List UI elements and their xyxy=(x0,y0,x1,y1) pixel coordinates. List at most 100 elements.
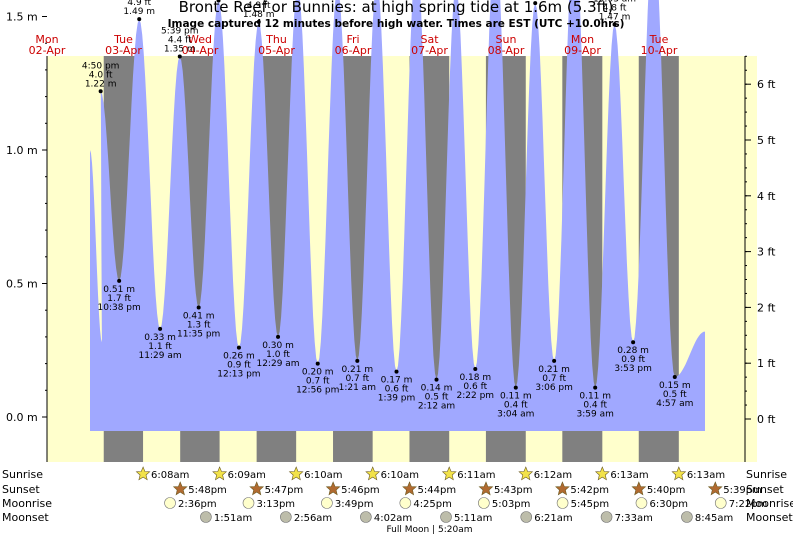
low-m-label: 0.11 m xyxy=(500,392,532,402)
sunset-time: 5:46pm xyxy=(341,485,380,496)
sunrise-time: 6:09am xyxy=(228,470,266,481)
moonrise-time: 5:03pm xyxy=(492,499,531,510)
low-m-label: 0.26 m xyxy=(223,352,255,362)
day-name-label: Tue xyxy=(649,33,669,46)
day-name-label: Fri xyxy=(346,33,359,46)
high-m-label: 1.55 m xyxy=(519,0,551,1)
sunrise-time: 6:11am xyxy=(457,470,495,481)
tide-point xyxy=(394,369,399,374)
tide-point xyxy=(177,54,182,59)
tide-point xyxy=(631,340,636,345)
low-m-label: 0.18 m xyxy=(459,373,491,383)
low-m-label: 0.21 m xyxy=(341,365,373,375)
sunrise-icon xyxy=(288,466,304,481)
high-time-label: 10:03 am xyxy=(593,0,636,5)
low-ft-label: 0.7 ft xyxy=(542,374,566,384)
day-date-label: 08-Apr xyxy=(488,44,525,57)
day-date-label: 02-Apr xyxy=(29,44,66,57)
y-tick-label-ft: 6 ft xyxy=(757,78,776,91)
tide-point xyxy=(196,305,201,310)
moonset-time: 7:33am xyxy=(615,513,653,524)
moonset-icon xyxy=(600,511,613,523)
day-name-label: Tue xyxy=(113,33,133,46)
low-time-label: 3:04 am xyxy=(497,410,534,420)
moonset-time: 1:51am xyxy=(214,513,252,524)
low-time-label: 12:29 am xyxy=(256,359,299,369)
day-date-label: 06-Apr xyxy=(335,44,372,57)
high-ft-label: 4.4 ft xyxy=(168,36,192,46)
sunset-time: 5:40pm xyxy=(647,485,686,496)
low-m-label: 0.15 m xyxy=(659,381,691,391)
day-date-label: 10-Apr xyxy=(641,44,678,57)
low-m-label: 0.28 m xyxy=(617,346,649,356)
high-m-label: 1.22 m xyxy=(85,79,117,89)
low-time-label: 3:59 am xyxy=(577,410,614,420)
y-tick-label-m: 1.0 m xyxy=(6,144,38,157)
moonset-time: 2:56am xyxy=(294,513,332,524)
low-ft-label: 0.9 ft xyxy=(621,355,645,365)
low-ft-label: 1.1 ft xyxy=(148,342,172,352)
moonrise-time: 5:45pm xyxy=(571,499,610,510)
tide-point xyxy=(117,278,122,283)
sunrise-icon xyxy=(212,466,228,481)
day-date-label: 05-Apr xyxy=(258,44,295,57)
moonset-icon xyxy=(360,511,372,523)
moonrise-row-label-left: Moonrise xyxy=(2,497,52,510)
high-ft-label: 4.8 ft xyxy=(603,4,627,14)
tide-point xyxy=(434,377,439,382)
sunrise-icon xyxy=(365,466,381,481)
moonrise-time: 6:30pm xyxy=(649,499,688,510)
y-tick-label-ft: 4 ft xyxy=(757,190,776,203)
moonrise-icon xyxy=(714,497,727,509)
chart-subtitle: Image captured 12 minutes before high wa… xyxy=(168,18,625,30)
sunrise-icon xyxy=(671,466,687,481)
tide-point xyxy=(612,22,617,27)
moon-phase-label: Full Moon | 5:20am xyxy=(387,525,473,535)
high-ft-label: 4.0 ft xyxy=(89,70,113,80)
y-tick-label-ft: 0 ft xyxy=(757,413,776,426)
tide-point xyxy=(315,361,320,366)
sunrise-time: 6:10am xyxy=(304,470,342,481)
y-tick-label-m: 0.5 m xyxy=(6,278,38,291)
day-date-label: 03-Apr xyxy=(105,44,142,57)
tide-point xyxy=(593,385,598,390)
low-ft-label: 0.6 ft xyxy=(385,385,409,395)
day-date-label: 04-Apr xyxy=(182,44,219,57)
y-tick-label-ft: 3 ft xyxy=(757,246,776,259)
right-margin xyxy=(745,56,757,462)
tide-point xyxy=(236,345,241,350)
sunrise-time: 6:13am xyxy=(687,470,725,481)
tide-point xyxy=(355,358,360,363)
day-date-label: 09-Apr xyxy=(564,44,601,57)
high-time-label: 4:50 pm xyxy=(82,61,120,71)
day-name-label: Sat xyxy=(420,33,439,46)
tide-point xyxy=(137,17,142,22)
high-ft-label: 4.9 ft xyxy=(247,1,271,11)
low-ft-label: 1.3 ft xyxy=(187,321,211,331)
sunrise-time: 6:13am xyxy=(610,470,648,481)
low-time-label: 12:56 pm xyxy=(296,386,339,396)
low-m-label: 0.51 m xyxy=(103,285,135,295)
high-time-label: 5:39 pm xyxy=(161,27,199,37)
tide-point xyxy=(533,1,538,6)
moonrise-icon xyxy=(242,497,255,509)
y-tick-label-ft: 2 ft xyxy=(757,301,776,314)
moonset-icon xyxy=(200,511,212,523)
low-ft-label: 0.7 ft xyxy=(306,377,330,387)
low-ft-label: 1.7 ft xyxy=(107,294,131,304)
high-time-label: 6:25 pm xyxy=(240,0,278,2)
sunset-icon xyxy=(249,481,265,496)
low-ft-label: 1.0 ft xyxy=(266,350,290,360)
sunset-icon xyxy=(555,481,570,496)
low-time-label: 4:57 am xyxy=(656,399,693,409)
low-time-label: 2:12 am xyxy=(418,402,455,412)
moonrise-time: 2:36pm xyxy=(178,499,217,510)
sunset-icon xyxy=(172,481,188,496)
sunset-icon xyxy=(631,481,647,496)
sunset-icon xyxy=(707,481,723,496)
high-m-label: 1.49 m xyxy=(123,7,155,17)
day-name-label: Thu xyxy=(265,33,287,46)
sunset-icon xyxy=(325,481,341,496)
sunset-time: 5:44pm xyxy=(418,485,457,496)
low-m-label: 0.14 m xyxy=(421,384,453,394)
